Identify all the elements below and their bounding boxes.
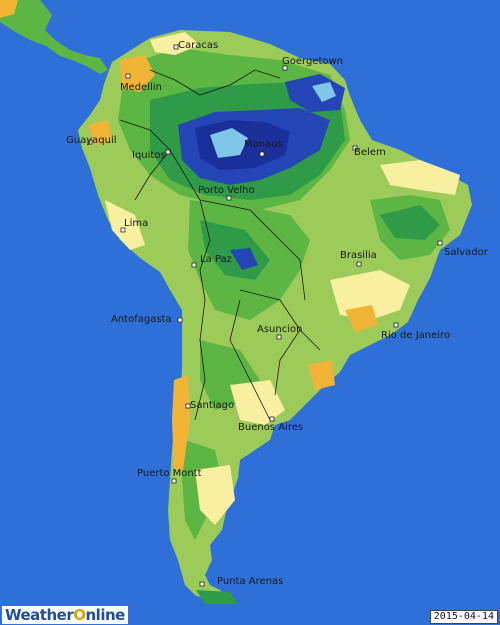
city-name: Manaus — [244, 139, 283, 150]
city-santiago: Santiago — [185, 400, 234, 411]
city-name: Salvador — [444, 247, 489, 258]
city-name: Goergetown — [282, 56, 343, 67]
city-name: Porto Velho — [198, 185, 255, 196]
city-marker — [276, 334, 282, 340]
central-america-dry — [0, 0, 18, 18]
city-buenos-aires: Buenos Aires — [238, 416, 303, 433]
city-marker — [171, 478, 177, 484]
city-guayaquil: Guayaquil — [66, 135, 117, 146]
city-manaus: Manaus — [244, 139, 283, 157]
city-puerto-montt: Puerto Montt — [137, 468, 202, 484]
city-name: Punta Arenas — [217, 576, 283, 587]
city-marker — [165, 149, 171, 155]
city-marker — [352, 145, 358, 151]
city-rio-de-janeiro: Rio de Janeiro — [381, 322, 450, 341]
dry-yellow-caribbean — [150, 32, 200, 55]
wettest-core — [210, 128, 248, 158]
city-punta-arenas: Punta Arenas — [199, 576, 283, 587]
city-name: Iquitos — [132, 150, 166, 161]
city-iquitos: Iquitos — [132, 149, 171, 161]
city-name: Caracas — [178, 40, 218, 51]
logo-text-2: O — [73, 606, 86, 624]
city-medellin: Medellin — [120, 73, 162, 93]
city-marker — [125, 73, 131, 79]
city-antofagasta: Antofagasta — [111, 314, 183, 325]
city-goergetown: Goergetown — [282, 56, 343, 71]
city-name: Rio de Janeiro — [381, 330, 450, 341]
city-asuncion: Asuncion — [257, 324, 302, 340]
wettest-north — [312, 82, 336, 102]
city-marker — [259, 151, 265, 157]
dark-green-atlantic — [380, 205, 440, 240]
city-la-paz: La Paz — [191, 254, 232, 268]
central-america-land — [0, 0, 108, 74]
city-brasilia: Brasilia — [340, 250, 377, 267]
city-name: Guayaquil — [66, 135, 117, 146]
logo-text-1: Weather — [5, 606, 74, 624]
logo-text-3: nline — [85, 606, 126, 624]
city-name: Puerto Montt — [137, 468, 202, 479]
city-marker — [282, 65, 288, 71]
city-name: Antofagasta — [111, 314, 172, 325]
city-name: Medellin — [120, 82, 162, 93]
city-name: Asuncion — [257, 324, 302, 335]
wet-blue-bolivia — [230, 248, 258, 270]
date-label: 2015-04-14 — [429, 610, 498, 624]
city-lima: Lima — [120, 218, 148, 233]
city-marker — [226, 195, 232, 201]
city-name: La Paz — [200, 254, 232, 265]
city-marker — [393, 322, 399, 328]
city-marker — [185, 403, 191, 409]
dry-orange-chile — [172, 375, 190, 470]
weatheronline-logo[interactable]: WeatherOnline — [2, 606, 128, 624]
dry-yellow-east — [330, 270, 410, 320]
dry-yellow-peru — [105, 200, 145, 250]
dry-orange-ecuador — [88, 120, 112, 145]
city-marker — [356, 261, 362, 267]
dry-yellow-patagonia — [195, 465, 235, 525]
dry-orange-brazil-s — [308, 360, 335, 390]
dry-orange-colombia — [120, 55, 155, 92]
city-name: Buenos Aires — [238, 422, 303, 433]
city-name: Santiago — [190, 400, 234, 411]
city-marker — [269, 416, 275, 422]
city-porto-velho: Porto Velho — [198, 185, 255, 201]
city-salvador: Salvador — [437, 240, 489, 258]
city-marker — [199, 581, 205, 587]
city-name: Brasilia — [340, 250, 377, 261]
city-marker — [120, 227, 126, 233]
city-name: Belem — [354, 147, 386, 158]
city-name: Lima — [124, 218, 148, 229]
city-caracas: Caracas — [173, 40, 218, 51]
dry-yellow-pampa — [230, 380, 285, 425]
city-marker — [87, 139, 93, 145]
city-marker — [177, 317, 183, 323]
city-marker — [173, 44, 179, 50]
city-marker — [437, 240, 443, 246]
city-marker — [191, 262, 197, 268]
dry-yellow-coast-north — [380, 160, 460, 195]
dry-orange-brazil-se — [345, 305, 378, 332]
city-belem: Belem — [352, 145, 386, 158]
tierra-del-fuego — [196, 590, 238, 604]
